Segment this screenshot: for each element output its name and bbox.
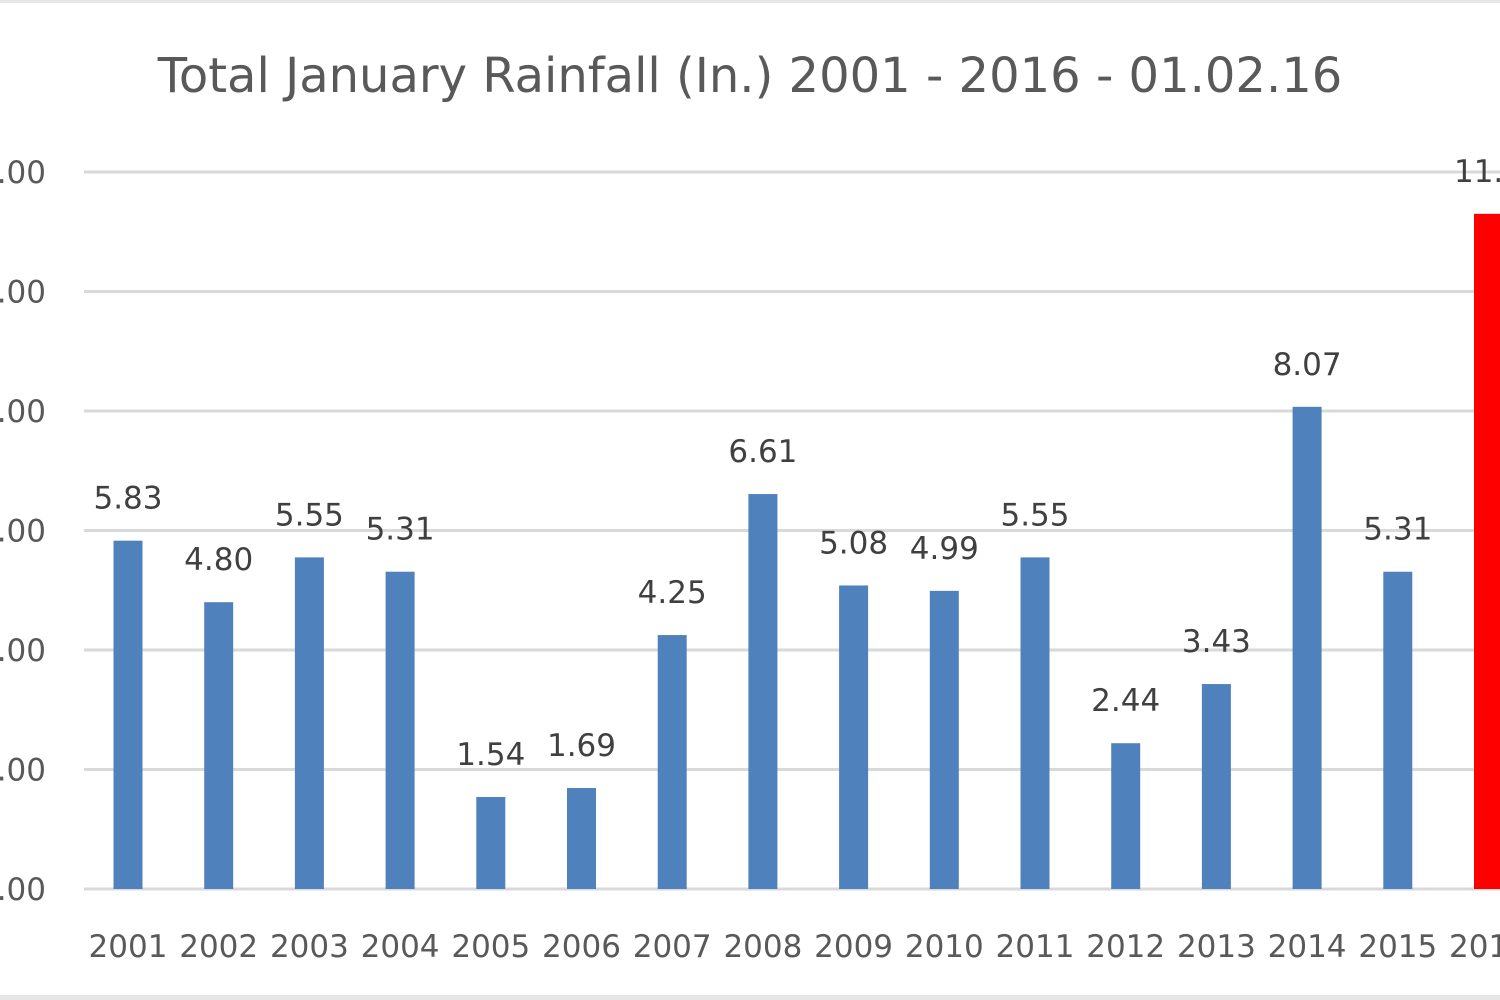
data-label: 5.08 <box>819 525 888 561</box>
y-tick-label: .00 <box>0 633 46 669</box>
data-label: 2.44 <box>1091 683 1160 719</box>
x-tick-label: 2009 <box>814 929 893 965</box>
x-tick-label: 2006 <box>542 929 621 965</box>
x-tick-label: 2005 <box>451 929 530 965</box>
x-tick-label: 2007 <box>633 929 712 965</box>
bar <box>204 602 234 889</box>
bar <box>1020 557 1050 889</box>
data-label: 11.3 <box>1454 154 1500 190</box>
data-label: 6.61 <box>728 434 797 470</box>
data-label: 1.54 <box>456 737 525 773</box>
bar <box>657 635 687 889</box>
bar-chart: .00 .00 .00 .00 .00 .00 .00 5.83 2001 4.80 2002 5.5… <box>0 154 1500 965</box>
x-tick-label: 2015 <box>1358 929 1437 965</box>
bar <box>113 540 143 889</box>
x-tick-label: 2011 <box>996 929 1075 965</box>
y-tick-label: .00 <box>0 753 46 789</box>
bar <box>476 796 506 889</box>
bar <box>294 557 324 889</box>
x-tick-label: 2002 <box>179 929 258 965</box>
bar <box>748 494 778 889</box>
bar <box>385 571 415 889</box>
bar <box>1474 213 1500 889</box>
data-label: 1.69 <box>547 728 616 764</box>
y-tick-label: .00 <box>0 394 46 430</box>
y-tick-label: .00 <box>0 514 46 550</box>
y-tick-label: .00 <box>0 275 46 311</box>
data-label: 8.07 <box>1273 347 1342 383</box>
data-label: 4.25 <box>638 575 707 611</box>
bar <box>1201 684 1231 889</box>
x-tick-label: 2014 <box>1268 929 1347 965</box>
chart-title: Total January Rainfall (In.) 2001 - 2016… <box>157 48 1343 104</box>
data-label: 5.55 <box>275 497 344 533</box>
y-tick-label: .00 <box>0 872 46 908</box>
bar <box>839 585 869 889</box>
x-tick-label: 2016 <box>1449 929 1500 965</box>
x-tick-label: 2001 <box>89 929 168 965</box>
data-label: 5.31 <box>366 512 435 548</box>
bar <box>929 590 959 889</box>
data-label: 5.31 <box>1363 512 1432 548</box>
x-tick-label: 2004 <box>361 929 440 965</box>
data-label: 5.55 <box>1000 497 1069 533</box>
x-tick-label: 2010 <box>905 929 984 965</box>
x-tick-label: 2013 <box>1177 929 1256 965</box>
x-tick-label: 2008 <box>723 929 802 965</box>
chart-frame: Total January Rainfall (In.) 2001 - 2016… <box>0 3 1500 995</box>
data-label: 4.99 <box>910 531 979 567</box>
bar <box>1383 571 1413 889</box>
data-label: 4.80 <box>184 542 253 578</box>
y-tick-label: .00 <box>0 155 46 191</box>
bar <box>1111 743 1141 889</box>
bar <box>567 788 596 889</box>
data-label: 3.43 <box>1182 624 1251 660</box>
data-label: 5.83 <box>93 481 162 517</box>
x-tick-label: 2003 <box>270 929 349 965</box>
x-tick-label: 2012 <box>1086 929 1165 965</box>
bar <box>1292 406 1322 889</box>
